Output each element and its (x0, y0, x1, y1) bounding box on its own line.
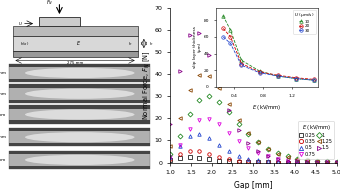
Text: $U$: $U$ (18, 20, 23, 27)
20 (228, 36, 233, 38)
X-axis label: Gap [mm]: Gap [mm] (234, 181, 273, 189)
FancyBboxPatch shape (10, 151, 150, 169)
30 (239, 64, 243, 66)
Text: 3mm: 3mm (0, 135, 6, 139)
Line: 30: 30 (221, 35, 316, 82)
Text: 2mm: 2mm (0, 92, 6, 96)
20 (312, 78, 316, 81)
Ellipse shape (25, 109, 135, 120)
10 (258, 70, 262, 72)
FancyBboxPatch shape (10, 100, 150, 103)
20 (276, 74, 280, 76)
FancyBboxPatch shape (39, 17, 80, 26)
30 (276, 75, 280, 77)
FancyBboxPatch shape (10, 79, 150, 82)
FancyBboxPatch shape (10, 64, 150, 67)
Text: $h$: $h$ (128, 40, 133, 47)
FancyBboxPatch shape (10, 128, 150, 146)
FancyBboxPatch shape (10, 105, 150, 109)
Text: $E$: $E$ (76, 40, 81, 47)
Ellipse shape (25, 155, 135, 165)
FancyBboxPatch shape (10, 120, 150, 124)
FancyBboxPatch shape (10, 128, 150, 131)
Text: 2.5mm: 2.5mm (0, 112, 6, 117)
20 (294, 77, 298, 79)
Legend: 10, 20, 30: 10, 20, 30 (293, 10, 316, 34)
Text: 3.5mm: 3.5mm (0, 158, 6, 162)
Text: $h(x)$: $h(x)$ (20, 40, 30, 47)
FancyBboxPatch shape (13, 26, 138, 36)
20 (221, 27, 225, 30)
FancyBboxPatch shape (10, 105, 150, 124)
Ellipse shape (25, 68, 135, 78)
30 (312, 79, 316, 81)
Text: 275 mm: 275 mm (67, 61, 83, 65)
Line: 20: 20 (221, 27, 316, 81)
30 (258, 72, 262, 74)
FancyBboxPatch shape (13, 36, 138, 51)
30 (221, 36, 225, 38)
Text: 1mm: 1mm (0, 71, 6, 75)
FancyBboxPatch shape (10, 84, 150, 88)
FancyBboxPatch shape (13, 51, 138, 57)
Y-axis label: slip layer thickness
(μm): slip layer thickness (μm) (193, 26, 202, 68)
10 (294, 77, 298, 80)
FancyBboxPatch shape (10, 64, 150, 82)
Text: $F_N$: $F_N$ (47, 0, 54, 7)
FancyBboxPatch shape (10, 84, 150, 103)
Line: 10: 10 (221, 14, 316, 82)
X-axis label: $E$ (kV/mm): $E$ (kV/mm) (252, 103, 282, 112)
10 (312, 79, 316, 81)
10 (239, 59, 243, 61)
Y-axis label: Normal Force, $F_N$ [N]: Normal Force, $F_N$ [N] (141, 50, 152, 120)
10 (276, 75, 280, 77)
30 (228, 42, 233, 45)
FancyBboxPatch shape (10, 143, 150, 146)
10 (221, 15, 225, 17)
30 (294, 77, 298, 80)
FancyBboxPatch shape (10, 151, 150, 154)
Ellipse shape (25, 89, 135, 99)
Legend: 0.25, 0.35, 0.5, 0.75, 1, 1.25, 1.5: 0.25, 0.35, 0.5, 0.75, 1, 1.25, 1.5 (298, 121, 334, 159)
20 (258, 71, 262, 73)
10 (228, 29, 233, 31)
20 (239, 62, 243, 65)
FancyBboxPatch shape (10, 166, 150, 169)
Ellipse shape (25, 132, 135, 142)
Text: $h$: $h$ (149, 40, 153, 47)
